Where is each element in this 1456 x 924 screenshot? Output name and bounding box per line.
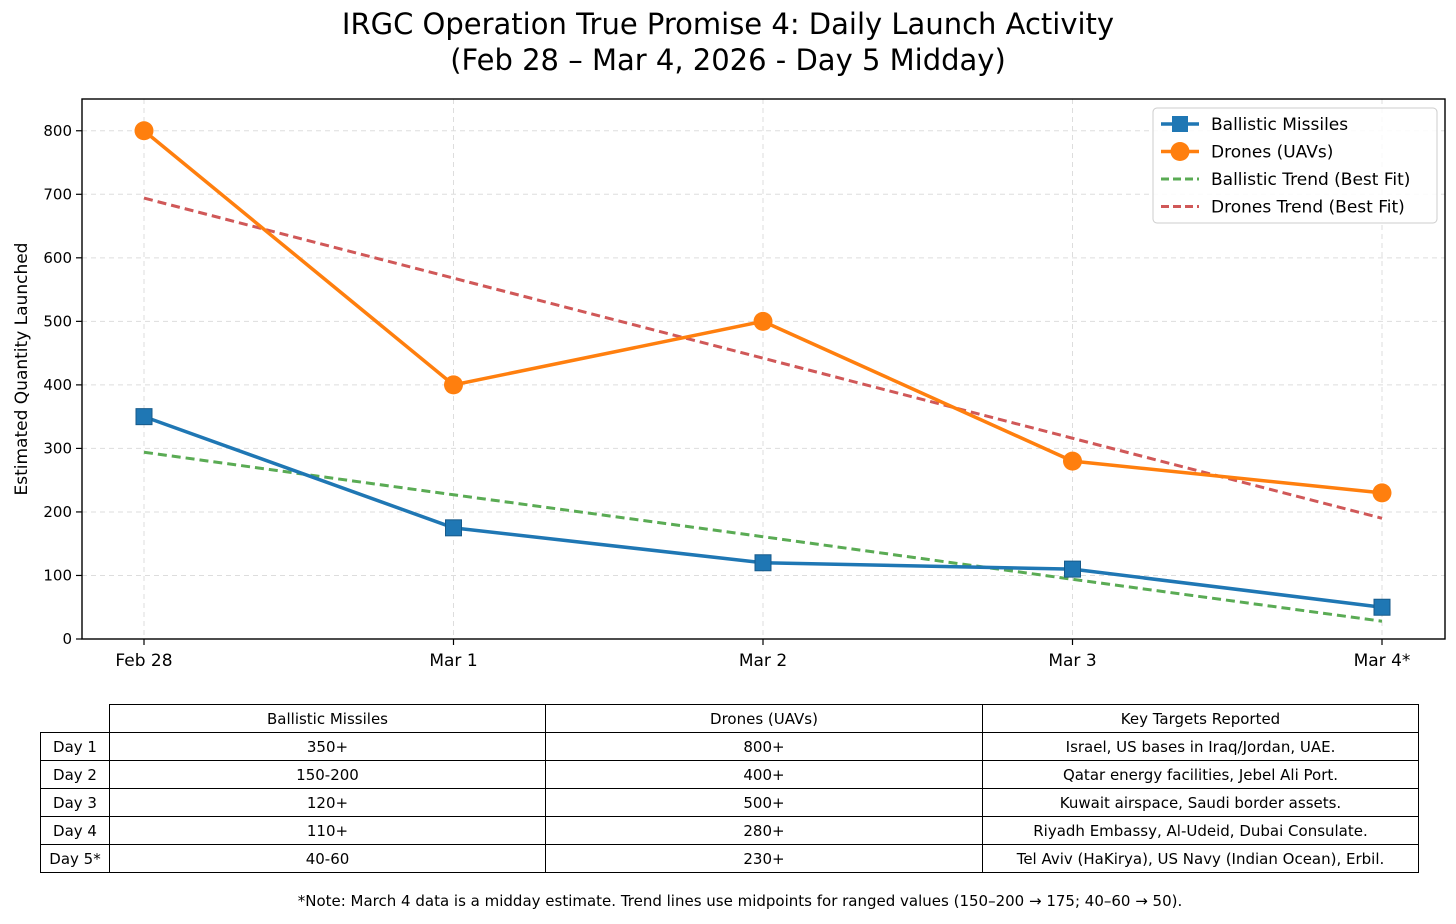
- table-header-cell: Drones (UAVs): [545, 704, 983, 733]
- series-line-2: [143, 450, 1383, 623]
- legend-label: Drones Trend (Best Fit): [1211, 198, 1405, 218]
- series-line-3: [143, 196, 1383, 520]
- y-tick-label: 400: [43, 376, 72, 394]
- ballistic-marker: [1064, 560, 1081, 578]
- table-cell: Tel Aviv (HaKirya), US Navy (Indian Ocea…: [982, 844, 1419, 873]
- y-tick-label: 100: [43, 566, 72, 584]
- table-cell: Israel, US bases in Iraq/Jordan, UAE.: [982, 732, 1419, 761]
- table-row: Day 2 150-200 400+ Qatar energy facilities,…: [40, 760, 1419, 789]
- table-cell: 120+: [109, 788, 546, 817]
- table-cell: 350+: [109, 732, 546, 761]
- y-tick-label: 200: [43, 503, 72, 521]
- x-tick-label: Mar 2: [739, 651, 787, 671]
- ballistic-marker: [445, 519, 462, 537]
- y-tick-label: 600: [43, 249, 72, 267]
- x-tick-label: Mar 4*: [1354, 651, 1411, 671]
- y-tick-label: 500: [43, 312, 72, 330]
- table-cell: 230+: [545, 844, 983, 873]
- table-cell: 40-60: [109, 844, 546, 873]
- x-tick-label: Feb 28: [115, 651, 172, 671]
- table-cell: 150-200: [109, 760, 546, 789]
- drone-marker: [753, 311, 773, 331]
- drone-marker: [1063, 451, 1082, 471]
- y-tick-label: 800: [43, 122, 72, 140]
- row-label: Day 4: [40, 816, 110, 845]
- footnote: *Note: March 4 data is a midday estimate…: [297, 892, 1183, 910]
- table-cell: Kuwait airspace, Saudi border assets.: [982, 788, 1419, 817]
- legend-label: Ballistic Trend (Best Fit): [1211, 170, 1410, 190]
- drone-marker: [444, 375, 463, 395]
- drone-marker: [1372, 483, 1392, 503]
- table-cell: Qatar energy facilities, Jebel Ali Port.: [982, 760, 1419, 789]
- table-row: Day 4 110+ 280+ Riyadh Embassy, Al-Udeid, D…: [40, 816, 1419, 845]
- table-row: Day 1 350+ 800+ Israel, US bases in Iraq/Jo…: [40, 732, 1419, 761]
- table-header-cell: Ballistic Missiles: [109, 704, 546, 733]
- chart-subtitle: (Feb 28 – Mar 4, 2026 - Day 5 Midday): [450, 43, 1006, 77]
- row-label: Day 3: [40, 788, 110, 817]
- ballistic-marker: [135, 408, 153, 426]
- ballistic-marker: [754, 554, 772, 572]
- plot-frame: [81, 98, 1446, 640]
- table-cell: 110+: [109, 816, 546, 845]
- legend-marker-circle: [1170, 142, 1190, 161]
- legend-box: [1152, 107, 1438, 224]
- table-header-row: Ballistic Missiles Drones (UAVs) Key Targe…: [40, 704, 1419, 733]
- table-cell: 400+: [545, 760, 983, 789]
- row-label: Day 5*: [40, 844, 110, 873]
- table-corner: [40, 704, 110, 733]
- x-tick-label: Mar 3: [1048, 651, 1096, 671]
- table-row: Day 3 120+ 500+ Kuwait airspace, Saudi bord…: [40, 788, 1419, 817]
- row-label: Day 1: [40, 732, 110, 761]
- y-axis-label: Estimated Quantity Launched: [12, 243, 32, 496]
- table-row: Day 5* 40-60 230+ Tel Aviv (HaKirya), US Na…: [40, 844, 1419, 873]
- line-chart: 0 100 200 300 400 500 600 700 800 Feb 28 Mar 1 Mar …: [12, 98, 1446, 671]
- row-label: Day 2: [40, 760, 110, 789]
- y-tick-label: 0: [62, 630, 72, 648]
- drone-marker: [134, 121, 154, 141]
- legend-marker-square: [1172, 116, 1188, 132]
- ballistic-marker: [1373, 598, 1391, 616]
- table-cell: 280+: [545, 816, 983, 845]
- y-tick-label: 300: [43, 439, 72, 457]
- legend-label: Drones (UAVs): [1211, 143, 1333, 163]
- table-cell: 800+: [545, 732, 983, 761]
- data-table: Ballistic Missiles Drones (UAVs) Key Targe…: [40, 704, 1419, 873]
- legend-label: Ballistic Missiles: [1211, 115, 1348, 135]
- x-tick-label: Mar 1: [429, 651, 477, 671]
- table-cell: 500+: [545, 788, 983, 817]
- table-cell: Riyadh Embassy, Al-Udeid, Dubai Consulat…: [982, 816, 1419, 845]
- table-header-cell: Key Targets Reported: [982, 704, 1419, 733]
- y-tick-label: 700: [43, 185, 72, 203]
- chart-title: IRGC Operation True Promise 4: Daily Lau…: [341, 7, 1115, 41]
